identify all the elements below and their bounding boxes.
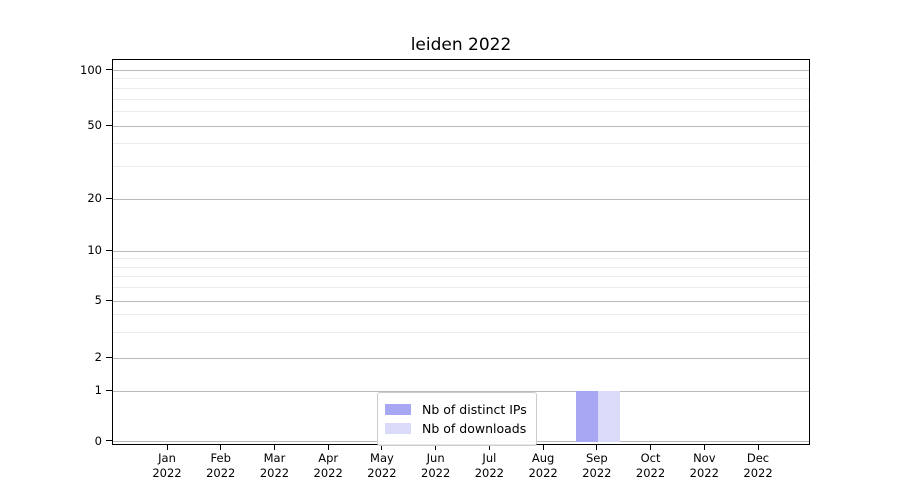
y-tick-label: 1 <box>94 383 102 397</box>
gridline-major <box>113 390 809 392</box>
x-tick-mark <box>327 445 329 450</box>
gridline-major <box>113 300 809 302</box>
x-tick-month: Nov <box>693 451 716 465</box>
gridline-minor <box>113 78 809 80</box>
y-tick-mark <box>106 124 112 126</box>
gridline-major <box>113 357 809 359</box>
legend-swatch <box>385 404 411 415</box>
y-tick-mark <box>106 249 112 251</box>
x-tick-label: May 2022 <box>350 451 414 481</box>
legend: Nb of distinct IPs Nb of downloads <box>377 392 537 446</box>
x-tick-year: 2022 <box>421 466 451 480</box>
x-tick-label: Apr 2022 <box>296 451 360 481</box>
x-tick-month: Jun <box>426 451 445 465</box>
x-tick-mark <box>488 445 490 450</box>
x-tick-label: Feb 2022 <box>189 451 253 481</box>
x-tick-year: 2022 <box>528 466 558 480</box>
x-tick-label: Aug 2022 <box>511 451 575 481</box>
x-tick-month: Feb <box>210 451 231 465</box>
gridline-minor <box>113 143 809 145</box>
x-tick-label: Jan 2022 <box>135 451 199 481</box>
y-tick-label: 10 <box>87 243 102 257</box>
gridline-minor <box>113 276 809 278</box>
x-tick-mark <box>220 445 222 450</box>
x-tick-month: Jul <box>482 451 497 465</box>
gridline-minor <box>113 287 809 289</box>
x-tick-year: 2022 <box>313 466 343 480</box>
x-tick-month: Oct <box>640 451 661 465</box>
y-tick-mark <box>106 389 112 391</box>
x-tick-year: 2022 <box>582 466 612 480</box>
y-tick-label: 50 <box>87 118 102 132</box>
x-tick-mark <box>542 445 544 450</box>
x-tick-month: May <box>370 451 394 465</box>
y-tick-mark <box>106 197 112 199</box>
x-tick-mark <box>703 445 705 450</box>
legend-swatch <box>385 423 411 434</box>
chart-title: leiden 2022 <box>410 35 512 55</box>
x-tick-mark <box>273 445 275 450</box>
y-tick-mark <box>106 299 112 301</box>
bar-distinct-ips <box>575 391 598 442</box>
x-tick-mark <box>381 445 383 450</box>
x-tick-label: Dec 2022 <box>726 451 790 481</box>
x-tick-year: 2022 <box>367 466 397 480</box>
x-tick-year: 2022 <box>743 466 773 480</box>
bar-downloads <box>597 391 620 442</box>
legend-label: Nb of downloads <box>422 420 527 436</box>
gridline-major <box>113 250 809 252</box>
gridline-minor <box>113 258 809 260</box>
y-tick-mark <box>106 440 112 441</box>
x-tick-year: 2022 <box>635 466 666 480</box>
gridline-minor <box>113 332 809 334</box>
legend-label: Nb of distinct IPs <box>422 401 527 417</box>
plot-area <box>112 59 810 445</box>
gridline-minor <box>113 166 809 168</box>
x-tick-month: Jan <box>158 451 176 465</box>
x-tick-year: 2022 <box>152 466 182 480</box>
gridline-major <box>113 70 809 71</box>
y-tick-label: 100 <box>80 62 102 77</box>
x-tick-label: Nov 2022 <box>672 451 736 481</box>
y-tick-mark <box>106 69 112 70</box>
x-tick-year: 2022 <box>689 466 719 480</box>
gridline-minor <box>113 110 809 112</box>
x-tick-mark <box>757 445 759 450</box>
x-tick-mark <box>596 445 598 450</box>
gridline-minor <box>113 266 809 268</box>
gridline-major <box>113 198 809 200</box>
x-tick-month: Dec <box>746 451 770 465</box>
x-tick-mark <box>166 445 168 450</box>
x-tick-month: Aug <box>531 451 555 465</box>
x-tick-label: Oct 2022 <box>619 451 683 481</box>
y-tick-label: 20 <box>87 191 102 205</box>
x-tick-month: Mar <box>263 451 286 465</box>
x-tick-mark <box>650 445 652 450</box>
gridline-minor <box>113 87 809 89</box>
x-tick-year: 2022 <box>206 466 236 480</box>
y-tick-label: 5 <box>94 293 102 307</box>
x-tick-label: Jul 2022 <box>457 451 521 481</box>
y-tick-label: 2 <box>94 350 102 364</box>
x-tick-label: Jun 2022 <box>404 451 468 481</box>
gridline-minor <box>113 98 809 100</box>
gridline-major <box>113 125 809 127</box>
x-tick-month: Apr <box>318 451 339 465</box>
legend-entry: Nb of downloads <box>385 420 527 437</box>
x-tick-label: Sep 2022 <box>565 451 629 481</box>
x-tick-year: 2022 <box>259 466 290 480</box>
x-tick-mark <box>435 445 437 450</box>
y-tick-mark <box>106 356 112 358</box>
x-tick-year: 2022 <box>474 466 505 480</box>
x-tick-month: Sep <box>585 451 608 465</box>
gridline-minor <box>113 314 809 316</box>
x-tick-label: Mar 2022 <box>242 451 306 481</box>
y-tick-label: 0 <box>94 433 102 448</box>
legend-entry: Nb of distinct IPs <box>385 401 527 418</box>
